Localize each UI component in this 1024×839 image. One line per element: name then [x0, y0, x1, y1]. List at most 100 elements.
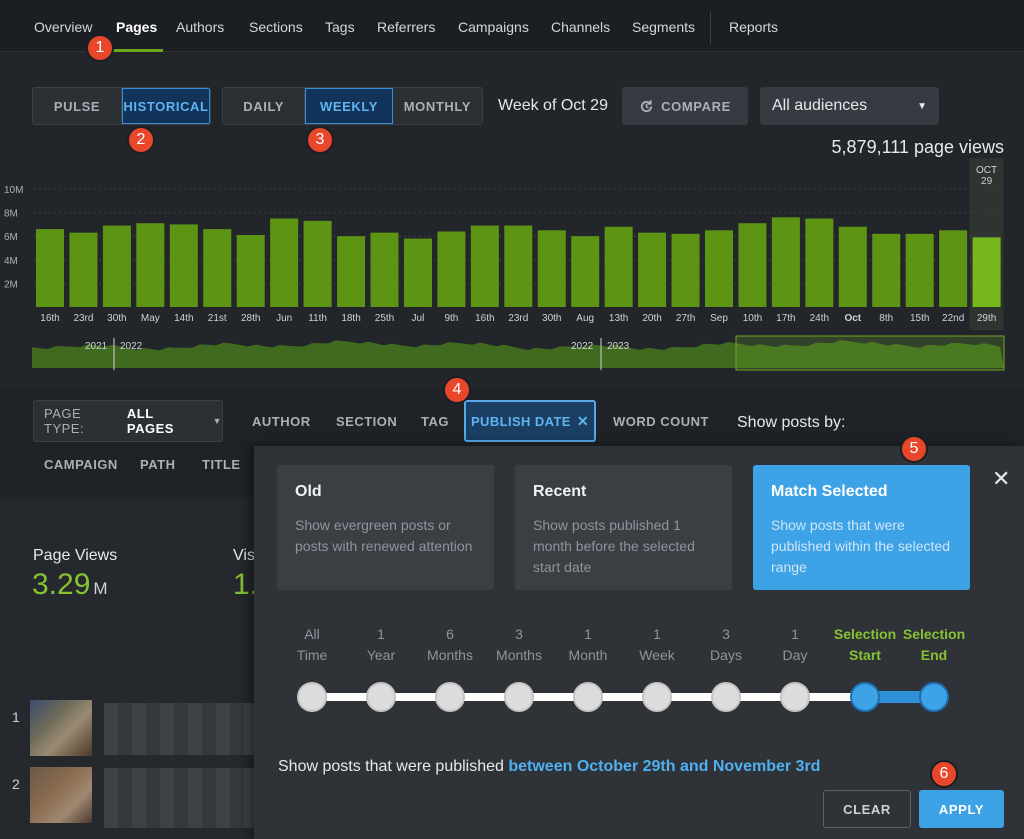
bar — [236, 235, 265, 307]
nav-channels[interactable]: Channels — [551, 19, 611, 35]
nav-overview[interactable]: Overview — [34, 19, 93, 35]
nav-campaigns[interactable]: Campaigns — [458, 19, 529, 35]
stop-label-line: Week — [639, 647, 675, 663]
post-title-blurred[interactable] — [104, 703, 254, 755]
range-slider-track[interactable] — [312, 693, 934, 701]
bar — [169, 224, 198, 307]
active-tab-indicator — [113, 49, 163, 52]
range-slider-knob[interactable] — [780, 682, 810, 712]
x-tick-label: 30th — [107, 313, 126, 324]
x-tick-label: 16th — [475, 313, 494, 324]
page-type-label: PAGE TYPE: — [44, 406, 85, 436]
range-slider-selected — [865, 691, 935, 703]
bar — [939, 230, 968, 307]
nav-referrers[interactable]: Referrers — [377, 19, 436, 35]
stop-label-line: Month — [568, 647, 608, 663]
filter-tab-publish-date[interactable]: PUBLISH DATE ✕ — [464, 400, 596, 442]
daily-option[interactable]: DAILY — [223, 88, 306, 124]
range-slider-knob[interactable] — [642, 682, 672, 712]
step-marker: 4 — [443, 376, 471, 404]
range-stop-label: All Time — [277, 624, 347, 666]
bar — [370, 232, 399, 307]
filter-tab-campaign[interactable]: CAMPAIGN — [44, 457, 118, 472]
stop-label-line: 1 — [791, 626, 799, 642]
x-tick-label: 29th — [977, 313, 996, 324]
bar — [604, 226, 633, 307]
stop-label-line: Day — [782, 647, 808, 663]
card-description: Show posts published 1 month before the … — [533, 517, 695, 575]
pulse-option[interactable]: PULSE — [33, 88, 122, 124]
bar — [69, 232, 98, 307]
clear-button[interactable]: CLEAR — [823, 790, 911, 828]
recent-option-card[interactable]: Recent Show posts published 1 month befo… — [515, 465, 732, 590]
page-views-unit: M — [93, 579, 108, 598]
bar — [102, 225, 131, 307]
post-title-blurred[interactable] — [104, 768, 254, 828]
bar — [805, 218, 834, 307]
nav-segments[interactable]: Segments — [632, 19, 696, 35]
total-page-views: 5,879,111 page views — [831, 137, 1004, 157]
timeline-selection — [735, 335, 1005, 371]
nav-reports[interactable]: Reports — [729, 19, 779, 35]
range-slider-knob[interactable] — [435, 682, 465, 712]
step-marker: 5 — [900, 435, 928, 463]
historical-option[interactable]: HISTORICAL — [121, 88, 210, 124]
range-slider-knob[interactable] — [573, 682, 603, 712]
compare-button[interactable]: COMPARE — [622, 87, 748, 125]
x-tick-label: 15th — [910, 313, 929, 324]
timeline-year-label: 2022 — [120, 341, 143, 352]
range-slider-knob[interactable] — [711, 682, 741, 712]
match-selected-option-card[interactable]: Match Selected Show posts that were publ… — [753, 465, 970, 590]
weekly-option[interactable]: WEEKLY — [305, 88, 393, 124]
x-tick-label: 24th — [810, 313, 829, 324]
filter-tab-path[interactable]: PATH — [140, 457, 176, 472]
nav-pages[interactable]: Pages — [116, 19, 158, 35]
filter-tab-section[interactable]: SECTION — [336, 414, 398, 429]
page-views-stat-label: Page Views — [33, 547, 118, 564]
range-slider-knob[interactable] — [297, 682, 327, 712]
step-marker: 6 — [930, 760, 958, 788]
range-slider-knob[interactable] — [366, 682, 396, 712]
filter-tab-title[interactable]: TITLE — [202, 457, 241, 472]
nav-divider — [710, 12, 711, 44]
x-tick-label: 28th — [241, 313, 260, 324]
step-marker: 1 — [86, 34, 114, 62]
step-marker: 2 — [127, 126, 155, 154]
range-slider-knob[interactable] — [504, 682, 534, 712]
bar — [437, 231, 466, 307]
range-slider-knob[interactable] — [850, 682, 880, 712]
stop-label-line: Time — [296, 647, 328, 663]
x-tick-label: 20th — [642, 313, 661, 324]
audience-select[interactable]: All audiences ▼ — [760, 87, 939, 125]
range-stop-label: 3 Days — [691, 624, 761, 666]
page-views-stat-value: 3.29 M — [32, 568, 108, 602]
range-stop-label: 1 Month — [553, 624, 623, 666]
stop-label-line: 1 — [377, 626, 385, 642]
close-icon[interactable]: ✕ — [576, 412, 590, 429]
close-icon[interactable]: ✕ — [992, 466, 1011, 491]
old-option-card[interactable]: Old Show evergreen posts or posts with r… — [277, 465, 494, 590]
monthly-option[interactable]: MONTHLY — [392, 88, 482, 124]
filter-tab-author[interactable]: AUTHOR — [252, 414, 311, 429]
nav-tags[interactable]: Tags — [325, 19, 355, 35]
y-tick-label: 2M — [4, 279, 18, 290]
x-tick-label: Jul — [412, 313, 425, 324]
period-toggle: DAILY WEEKLY MONTHLY — [222, 87, 483, 125]
range-slider-knob[interactable] — [919, 682, 949, 712]
filter-tab-word-count[interactable]: WORD COUNT — [613, 414, 709, 429]
stop-label-line: All — [304, 626, 320, 642]
bar — [738, 223, 767, 307]
bar — [337, 236, 366, 307]
filter-tab-tag[interactable]: TAG — [421, 414, 449, 429]
post-thumbnail[interactable] — [30, 700, 92, 756]
x-tick-label: Sep — [710, 313, 728, 324]
bar — [136, 223, 165, 307]
nav-authors[interactable]: Authors — [176, 19, 225, 35]
publish-date-popup: Old Show evergreen posts or posts with r… — [254, 446, 1024, 839]
apply-button[interactable]: APPLY — [919, 790, 1004, 828]
bar — [270, 218, 299, 307]
post-thumbnail[interactable] — [30, 767, 92, 823]
page-type-dropdown[interactable]: PAGE TYPE: ALL PAGES ▼ — [33, 400, 223, 442]
x-tick-label: Jun — [276, 313, 292, 324]
nav-sections[interactable]: Sections — [249, 19, 303, 35]
